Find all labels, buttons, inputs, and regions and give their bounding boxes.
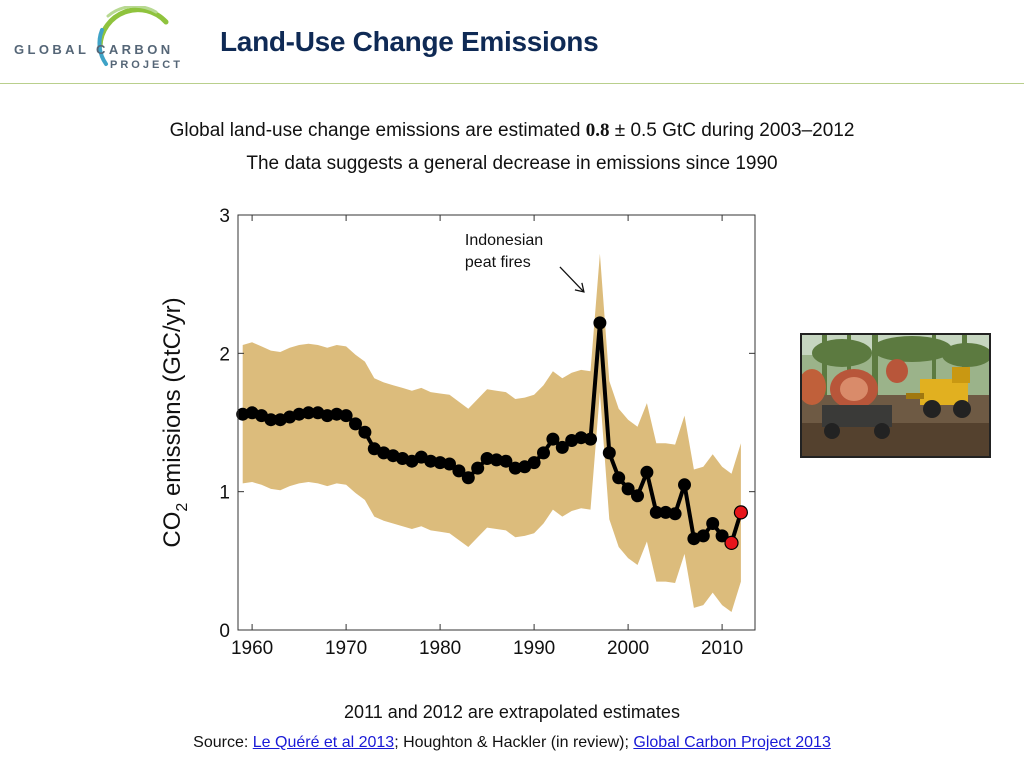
- data-point: [593, 316, 607, 330]
- data-point: [649, 505, 663, 519]
- logo-text-line1: GLOBAL CARBON: [14, 42, 174, 57]
- subtitle-line1-pm: ±: [609, 120, 631, 141]
- data-point: [452, 464, 466, 478]
- source-line: Source: Le Quéré et al 2013; Houghton & …: [0, 734, 1024, 752]
- data-point: [461, 471, 475, 485]
- data-point: [602, 446, 616, 460]
- logging-scene-icon: [802, 335, 989, 456]
- data-point: [339, 409, 353, 423]
- annotation-line2: peat fires: [465, 254, 531, 271]
- y-tick-label: 0: [219, 621, 230, 642]
- data-point: [443, 457, 456, 471]
- x-tick-label: 2010: [701, 638, 743, 659]
- y-tick-label: 3: [219, 206, 230, 227]
- gcp-logo: GLOBAL CARBON PROJECT: [8, 6, 198, 78]
- x-tick-label: 2000: [607, 638, 649, 659]
- data-point: [499, 454, 513, 468]
- data-point: [537, 446, 550, 460]
- data-point: [640, 465, 654, 479]
- x-tick-label: 1980: [419, 638, 461, 659]
- data-point: [264, 413, 278, 427]
- subtitle-line-2: The data suggests a general decrease in …: [246, 153, 778, 174]
- x-tick-label: 1990: [513, 638, 555, 659]
- data-point: [612, 471, 626, 485]
- logo-swoosh-icon: [97, 6, 169, 66]
- annotation: Indonesian peat fires: [465, 232, 585, 293]
- subtitle-line1-post: 0.5 GtC during 2003–2012: [630, 120, 855, 141]
- data-point: [621, 482, 635, 496]
- data-point: [631, 489, 644, 503]
- page-title: Land-Use Change Emissions: [220, 26, 599, 57]
- ylabel-post: emissions (GtC/yr): [159, 297, 186, 502]
- data-point-extrapolated: [733, 505, 749, 520]
- subtitle-line1-value: 0.8: [585, 120, 610, 141]
- uncertainty-band: [242, 253, 741, 612]
- subtitle-line-1: Global land-use change emissions are est…: [0, 120, 1024, 142]
- y-axis-label: CO2 emissions (GtC/yr): [159, 297, 191, 547]
- x-tick-label: 1970: [325, 638, 367, 659]
- source-label: Source:: [193, 734, 253, 751]
- data-point: [555, 440, 569, 454]
- data-point: [527, 456, 541, 470]
- y-tick-label: 1: [219, 483, 230, 504]
- data-point-extrapolated: [724, 535, 739, 550]
- data-point: [302, 406, 315, 420]
- svg-text:CO2 emissions (GtC/yr): CO2 emissions (GtC/yr): [159, 297, 191, 547]
- data-point: [706, 517, 720, 530]
- deforestation-photo: [800, 333, 991, 458]
- data-point: [358, 425, 372, 439]
- extrapolation-note: 2011 and 2012 are extrapolated estimates: [344, 702, 680, 722]
- source-link-gcp[interactable]: Global Carbon Project 2013: [633, 734, 831, 751]
- header-divider: [0, 83, 1024, 84]
- x-tick-label: 1960: [231, 638, 273, 659]
- data-point: [471, 461, 485, 475]
- data-point: [715, 529, 729, 543]
- plot-frame: [237, 214, 756, 631]
- data-point: [678, 478, 691, 492]
- source-link-le-quere[interactable]: Le Quéré et al 2013: [252, 734, 395, 751]
- ylabel-pre: CO: [159, 512, 186, 548]
- logo-text-line2: PROJECT: [110, 59, 183, 71]
- data-point: [668, 507, 682, 521]
- ylabel-sub: 2: [174, 503, 191, 512]
- annotation-arrow-icon: [559, 266, 585, 293]
- data-point: [546, 432, 560, 446]
- data-point: [584, 432, 597, 446]
- source-separator: ; Houghton & Hackler (in review);: [394, 734, 634, 751]
- y-tick-label: 2: [219, 344, 230, 365]
- data-point: [696, 529, 710, 543]
- subtitle-line1-pre: Global land-use change emissions are est…: [169, 120, 586, 141]
- annotation-line1: Indonesian: [465, 232, 543, 249]
- data-point: [349, 417, 362, 431]
